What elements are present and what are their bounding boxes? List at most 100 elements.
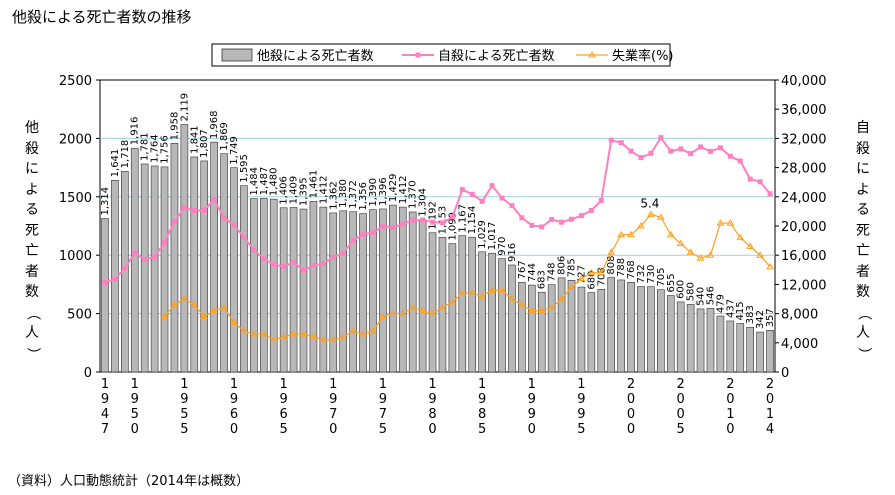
suicide-point	[529, 222, 535, 228]
x-tick-label: 9	[528, 407, 536, 422]
suicide-point	[559, 219, 565, 225]
homicide-bar	[686, 303, 695, 373]
homicide-data-label: 2,119	[179, 93, 190, 122]
homicide-bar	[726, 320, 735, 373]
unemployment-point	[508, 295, 516, 302]
suicide-point	[588, 207, 594, 213]
homicide-bar	[379, 208, 387, 373]
suicide-point	[400, 221, 406, 227]
homicide-bar	[150, 165, 159, 373]
suicide-point	[439, 220, 445, 226]
unemployment-point	[180, 295, 189, 302]
homicide-bar	[101, 218, 109, 373]
x-tick-label: 0	[726, 392, 734, 407]
homicide-bar	[269, 198, 278, 373]
suicide-point	[737, 158, 743, 164]
x-tick-label: 0	[428, 422, 436, 437]
homicide-bar	[250, 198, 258, 373]
unemployment-point	[428, 309, 437, 317]
homicide-bar	[140, 163, 149, 373]
x-tick-label: 9	[230, 392, 238, 407]
page-title: 他殺による死亡者数の推移	[12, 8, 192, 26]
homicide-data-label: 1,380	[338, 179, 349, 208]
unemployment-point	[696, 254, 705, 261]
homicide-data-label: 1,029	[477, 220, 488, 249]
axis-label-char: 殺	[856, 140, 870, 157]
suicide-point	[569, 216, 575, 222]
axis-label-char: に	[856, 161, 870, 177]
x-tick-label: 1	[478, 377, 486, 392]
homicide-bar	[428, 232, 437, 373]
unemployment-point	[249, 330, 258, 337]
unemployment-point	[498, 286, 506, 293]
unemployment-point	[716, 219, 725, 226]
homicide-data-label: 655	[666, 273, 677, 292]
x-tick-label: 5	[379, 422, 387, 437]
unemployment-point	[240, 327, 248, 334]
unemployment-point	[736, 233, 745, 241]
homicide-data-label: 708	[596, 267, 607, 286]
suicide-point	[459, 187, 465, 193]
suicide-point	[102, 279, 108, 285]
unemployment-point	[597, 268, 606, 276]
homicide-data-label: 785	[567, 258, 578, 277]
unemployment-point	[379, 312, 387, 320]
suicide-point	[678, 146, 684, 152]
axis-label-char: 死	[25, 222, 39, 239]
x-tick-label: 0	[627, 392, 635, 407]
right-tick-label: 28,000	[781, 162, 827, 177]
x-tick-label: 1	[577, 377, 585, 392]
unemployment-point	[607, 248, 616, 255]
x-tick-label: 1	[329, 377, 337, 392]
homicide-data-label: 1,480	[269, 167, 280, 196]
homicide-data-label: 1,099	[447, 212, 458, 241]
homicide-bar	[716, 315, 725, 373]
homicide-bar	[200, 160, 209, 373]
homicide-data-label: 1,916	[130, 117, 141, 146]
homicide-bar	[508, 264, 516, 373]
homicide-bar	[557, 277, 566, 373]
x-tick-label: 1	[528, 377, 536, 392]
unemployment-point	[458, 289, 467, 296]
homicide-bar	[518, 282, 526, 373]
homicide-bar	[448, 243, 457, 373]
homicide-data-label: 1,192	[428, 201, 439, 230]
suicide-point	[350, 237, 356, 243]
homicide-bar	[706, 307, 715, 373]
right-tick-label: 8,000	[781, 308, 818, 323]
homicide-data-label: 1,749	[229, 136, 240, 165]
left-tick-label: 2000	[59, 132, 92, 147]
homicide-bar	[746, 326, 754, 373]
suicide-point	[757, 179, 763, 185]
suicide-point	[658, 135, 664, 141]
homicide-data-label: 1,412	[398, 175, 409, 204]
x-tick-label: 2	[726, 377, 734, 392]
unemployment-point	[726, 219, 735, 226]
homicide-data-label: 1,807	[199, 129, 210, 158]
x-tick-label: 9	[528, 392, 536, 407]
homicide-bar	[329, 212, 338, 373]
x-tick-label: 0	[627, 422, 635, 437]
homicide-bar	[617, 279, 625, 373]
left-axis-label: 他殺による死亡者数 （ 人 ）	[22, 118, 42, 364]
suicide-point	[410, 217, 416, 223]
suicide-point	[688, 151, 694, 157]
x-tick-label: 5	[478, 422, 486, 437]
homicide-bar	[240, 185, 248, 373]
homicide-data-label: 540	[696, 287, 707, 306]
axis-label-char: （	[24, 305, 41, 320]
suicide-point	[420, 217, 426, 223]
axis-label-char: ）	[24, 346, 41, 361]
homicide-bar	[627, 281, 635, 373]
unemployment-annotation: 5.4	[640, 196, 659, 210]
unemployment-point	[170, 300, 179, 308]
x-tick-label: 9	[577, 407, 585, 422]
homicide-data-label: 1,718	[120, 140, 131, 169]
homicide-data-label: 1,412	[318, 175, 329, 204]
unemployment-point	[676, 239, 685, 247]
homicide-data-label: 788	[616, 258, 627, 277]
right-tick-label: 4,000	[781, 337, 818, 352]
x-tick-label: 4	[766, 422, 774, 437]
unemployment-point	[527, 306, 536, 314]
homicide-data-label: 1,484	[249, 167, 260, 196]
